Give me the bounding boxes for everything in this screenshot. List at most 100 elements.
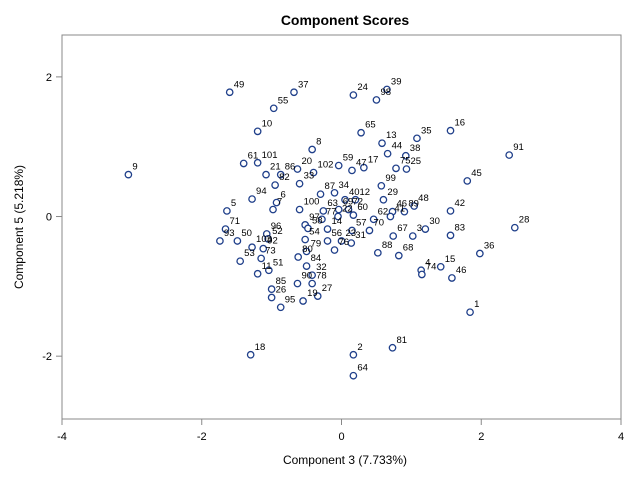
data-point: [400, 207, 409, 216]
data-point: [257, 254, 265, 263]
data-point: [372, 96, 381, 104]
y-tick-label: 2: [46, 72, 52, 84]
point-label: 50: [241, 228, 252, 239]
data-point: [313, 292, 322, 300]
point-label: 34: [339, 180, 350, 191]
x-tick-label: -2: [197, 431, 207, 443]
data-point: [337, 237, 346, 245]
data-point: [386, 212, 395, 221]
x-axis: -4 -2 0 2 4: [57, 419, 624, 443]
data-point: [267, 285, 276, 293]
data-point: [308, 271, 317, 280]
x-tick-label: -4: [57, 431, 67, 443]
data-point: [290, 88, 298, 97]
x-axis-title: Component 3 (7.733%): [283, 453, 407, 467]
point-label: 78: [316, 271, 327, 282]
point-label: 22: [342, 204, 353, 215]
data-point: [476, 249, 484, 258]
point-label: 8: [316, 137, 321, 148]
point-label: 52: [272, 226, 283, 237]
point-label: 12: [359, 187, 370, 198]
point-label: 59: [343, 153, 354, 164]
point-label: 36: [484, 241, 495, 252]
data-point: [269, 104, 278, 113]
data-point: [446, 207, 455, 215]
point-label: 81: [397, 335, 408, 346]
point-label: 91: [513, 142, 524, 153]
point-label: 19: [307, 288, 318, 299]
point-label: 63: [327, 198, 338, 209]
point-label: 24: [357, 82, 368, 93]
data-point: [272, 198, 281, 207]
data-point: [334, 161, 343, 170]
point-label: 69: [343, 197, 354, 208]
data-point: [301, 235, 310, 244]
data-point: [330, 188, 339, 197]
point-label: 87: [325, 181, 336, 192]
point-label: 83: [455, 222, 466, 233]
point-label: 47: [356, 157, 367, 168]
data-point: [344, 205, 353, 214]
point-label: 64: [357, 363, 368, 374]
point-label: 100: [304, 197, 320, 208]
point-label: 88: [382, 240, 393, 251]
point-label: 10: [262, 118, 273, 129]
data-point: [246, 350, 255, 359]
point-label: 75: [400, 155, 411, 166]
point-label: 94: [256, 186, 267, 197]
data-point: [334, 212, 342, 221]
data-point: [389, 232, 398, 240]
point-label: 84: [311, 253, 322, 264]
point-label: 45: [471, 168, 482, 179]
data-point: [377, 181, 386, 190]
data-point: [293, 279, 302, 288]
data-point: [378, 139, 386, 148]
point-label: 101: [262, 150, 278, 161]
data-point: [262, 170, 270, 179]
point-label: 54: [309, 227, 320, 238]
point-label: 72: [352, 197, 363, 208]
point-label: 29: [387, 187, 398, 198]
y-axis-title: Component 5 (5.218%): [12, 165, 26, 289]
data-point: [330, 246, 339, 254]
data-point: [349, 91, 358, 99]
data-point: [308, 279, 317, 288]
point-label: 86: [285, 162, 296, 173]
data-point: [124, 170, 133, 179]
data-point: [410, 202, 419, 210]
point-label: 55: [278, 95, 289, 106]
point-label: 37: [298, 79, 309, 90]
x-tick-label: 4: [618, 431, 624, 443]
data-point: [394, 251, 403, 260]
point-label: 68: [403, 243, 414, 254]
point-label: 33: [304, 171, 315, 182]
point-label: 5: [231, 198, 236, 209]
point-label: 57: [356, 217, 367, 228]
data-point: [236, 257, 245, 266]
point-label: 90: [301, 271, 312, 282]
point-label: 79: [311, 238, 322, 249]
data-point: [436, 262, 445, 271]
point-label: 56: [332, 228, 343, 239]
point-label: 95: [285, 294, 296, 305]
data-point: [223, 207, 231, 215]
point-label: 40: [349, 187, 360, 198]
point-label: 99: [385, 173, 396, 184]
point-label: 89: [408, 199, 419, 210]
data-point: [233, 237, 242, 245]
data-point: [401, 151, 410, 160]
data-point: [348, 166, 356, 175]
data-point: [318, 215, 326, 224]
data-point: [271, 181, 279, 189]
data-point: [302, 262, 311, 270]
data-point: [259, 244, 268, 253]
data-point: [221, 225, 230, 233]
point-label: 31: [355, 230, 366, 241]
data-point: [264, 235, 272, 243]
point-label: 35: [421, 125, 432, 136]
point-label: 46: [456, 265, 467, 276]
point-label: 85: [276, 276, 287, 287]
data-point: [379, 195, 388, 204]
